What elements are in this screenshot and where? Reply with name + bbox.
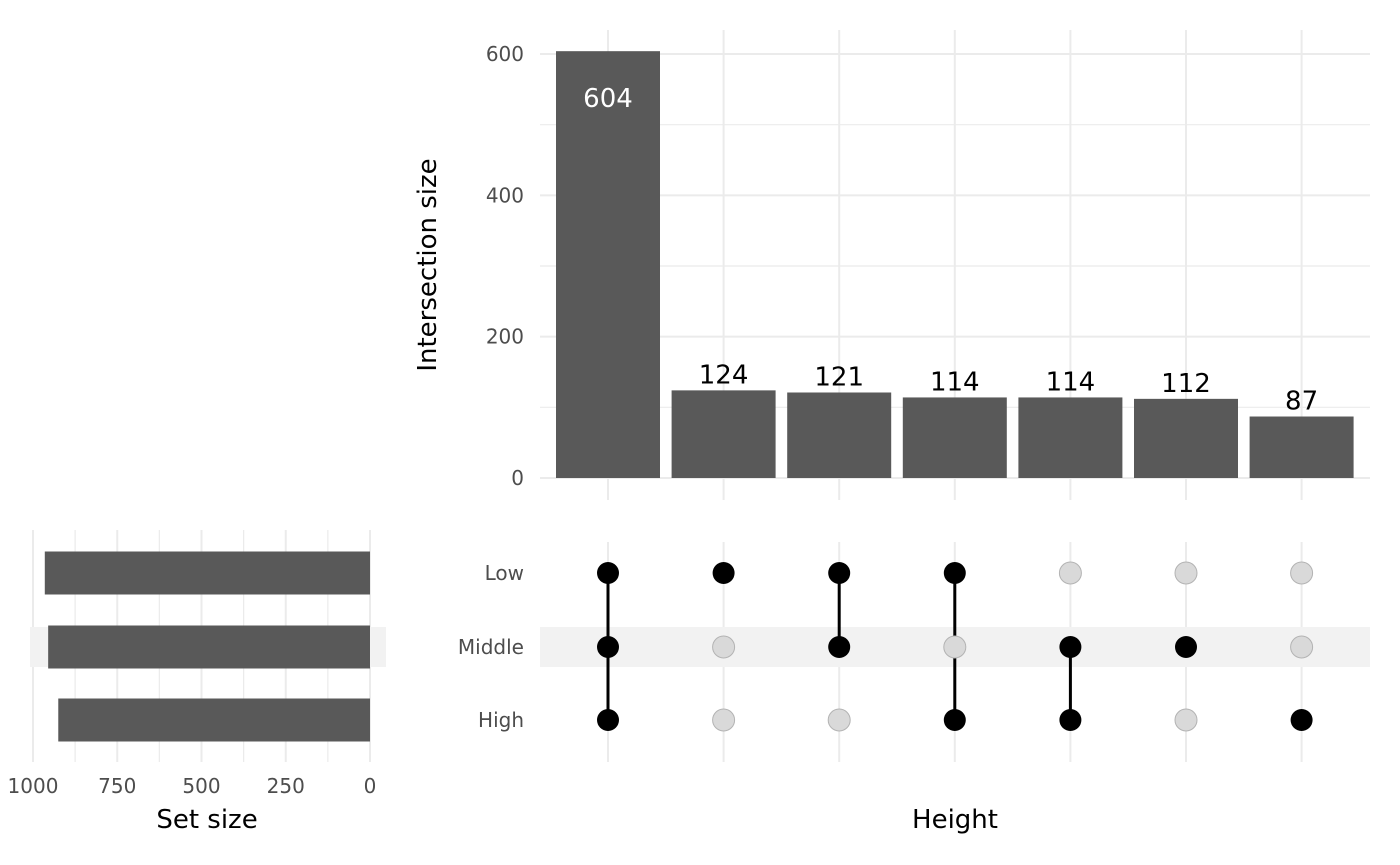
intersection-bar — [1249, 416, 1354, 478]
matrix-dot-active — [1290, 709, 1313, 731]
y-axis-title: Intersection size — [413, 158, 443, 371]
matrix-dot-active — [828, 636, 851, 658]
set-size-bar — [58, 698, 371, 742]
y-tick-label: 400 — [486, 183, 524, 207]
matrix-dot-active — [597, 562, 619, 584]
bar-value-label: 124 — [699, 360, 749, 390]
bar-value-label: 87 — [1285, 387, 1318, 417]
y-tick-label: 200 — [486, 325, 524, 349]
bar-value-label: 121 — [814, 362, 864, 392]
matrix-dot-active — [1175, 636, 1197, 658]
labels-layer: 0 200 400 600 604 124 121 114 114 112 87 Low Middle H… — [8, 42, 1319, 798]
intersection-bars — [556, 51, 1354, 478]
set-size-tick-label: 500 — [182, 774, 220, 798]
matrix-dot-active — [597, 709, 619, 731]
set-name-label: Low — [485, 561, 524, 585]
bar-value-label: 114 — [930, 367, 980, 397]
intersection-bar — [556, 51, 660, 478]
set-size-tick-label: 250 — [267, 774, 305, 798]
intersection-bar — [1018, 397, 1123, 478]
matrix-dot-active — [1059, 709, 1082, 731]
set-size-tick-label: 750 — [98, 774, 136, 798]
matrix-dot-inactive — [712, 635, 736, 659]
bar-value-label: 114 — [1046, 367, 1096, 397]
y-tick-label: 0 — [511, 466, 524, 490]
matrix-dot-inactive — [1174, 561, 1198, 585]
matrix-dot-active — [712, 562, 735, 584]
set-name-label: Middle — [458, 635, 524, 659]
matrix-dot-inactive — [1290, 635, 1314, 659]
matrix-dot-active — [828, 562, 851, 584]
intersection-bar — [787, 392, 892, 478]
set-size-axis-title: Set size — [156, 805, 257, 835]
matrix-dot-active — [943, 562, 966, 584]
set-name-label: High — [478, 708, 524, 732]
set-size-bar — [44, 551, 371, 595]
intersection-matrix — [597, 561, 1314, 732]
set-size-bars — [44, 551, 371, 742]
matrix-dot-active — [597, 636, 619, 658]
bar-value-label: 604 — [583, 84, 633, 114]
matrix-dot-inactive — [827, 708, 851, 732]
set-size-tick-label: 1000 — [8, 774, 59, 798]
intersection-bar — [902, 397, 1007, 478]
matrix-dot-inactive — [1290, 561, 1314, 585]
bar-value-label: 112 — [1161, 369, 1211, 399]
matrix-dot-active — [1059, 636, 1082, 658]
set-size-tick-label: 0 — [364, 774, 377, 798]
set-size-bar — [48, 625, 370, 669]
matrix-dot-inactive — [712, 708, 736, 732]
matrix-dot-inactive — [1174, 708, 1198, 732]
intersection-bar — [1134, 398, 1238, 478]
matrix-dot-inactive — [1058, 561, 1082, 585]
matrix-dot-inactive — [943, 635, 967, 659]
intersection-bar — [671, 390, 776, 478]
matrix-x-axis-title: Height — [912, 805, 998, 835]
y-tick-label: 600 — [486, 42, 524, 66]
matrix-dot-active — [943, 709, 966, 731]
